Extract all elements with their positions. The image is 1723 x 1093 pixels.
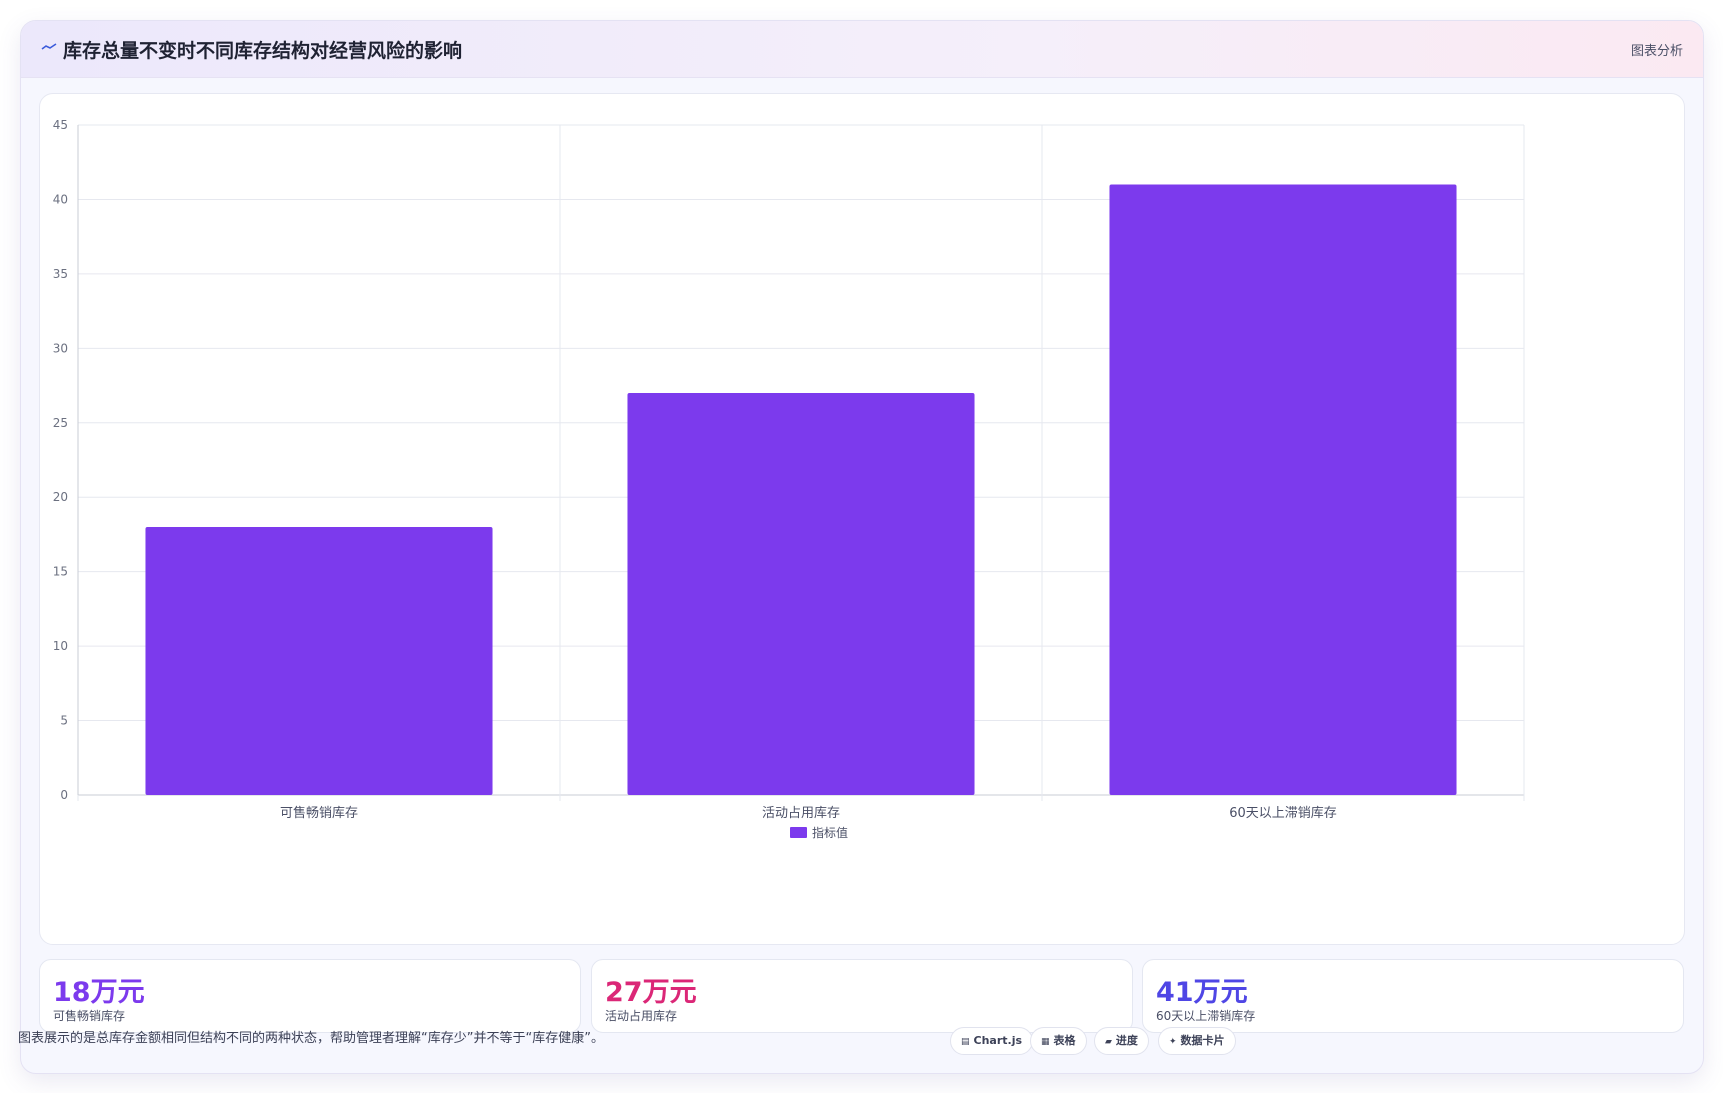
y-tick-label: 20: [53, 490, 68, 504]
stat-cards: 18万元 可售畅销库存 27万元 活动占用库存 41万元 60天以上滞销库存: [39, 959, 1684, 1033]
x-tick-label: 可售畅销库存: [280, 805, 358, 821]
card-header: 库存总量不变时不同库存结构对经营风险的影响 图表分析: [21, 21, 1703, 78]
stat-label: 活动占用库存: [605, 1009, 678, 1023]
tag-chartjs[interactable]: ▤ Chart.js: [950, 1027, 1034, 1055]
tag-table[interactable]: ▦ 表格: [1030, 1027, 1087, 1055]
y-tick-label: 30: [53, 341, 68, 355]
y-tick-label: 5: [60, 714, 68, 728]
legend-label: 指标值: [812, 825, 848, 840]
y-tick-label: 45: [53, 118, 68, 132]
stat-card-sellable: 18万元 可售畅销库存: [39, 959, 581, 1033]
stat-card-slow-moving: 41万元 60天以上滞销库存: [1142, 959, 1684, 1033]
table-icon: ▦: [1041, 1037, 1050, 1047]
chart-panel: 0 5 10 15 20 25 30 35 40 45 可售畅销库存 活动占用库存 60天以上滞销库存指…: [39, 93, 1685, 945]
y-tick-label: 0: [60, 788, 68, 802]
x-tick-label: 60天以上滞销库存: [1229, 805, 1337, 821]
chart-analysis-link[interactable]: 图表分析: [1630, 44, 1683, 59]
bar-chart: 0 5 10 15 20 25 30 35 40 45 可售畅销库存 活动占用库存 60天以上滞销库存指…: [53, 118, 1525, 840]
chart-icon: ▤: [961, 1037, 970, 1047]
stat-label: 可售畅销库存: [53, 1009, 126, 1023]
tag-progress[interactable]: ▰ 进度: [1094, 1027, 1149, 1055]
trend-line-icon: [41, 43, 57, 50]
bar: [627, 393, 975, 795]
stat-label: 60天以上滞销库存: [1156, 1009, 1256, 1023]
chart-footnote: 图表展示的是总库存金额相同但结构不同的两种状态，帮助管理者理解“库存少”并不等于…: [18, 1031, 604, 1046]
tag-data-card[interactable]: ✦ 数据卡片: [1158, 1027, 1236, 1055]
chart-card: 库存总量不变时不同库存结构对经营风险的影响 图表分析 0 5 10 15 20 25 30 3…: [20, 20, 1704, 1074]
y-tick-label: 35: [53, 267, 68, 281]
tag-label: 表格: [1053, 1034, 1076, 1047]
tag-label: 进度: [1115, 1034, 1138, 1047]
legend-swatch: [790, 827, 807, 838]
card-icon: ✦: [1169, 1037, 1177, 1047]
stat-value: 27万元: [605, 977, 697, 1008]
stat-card-promotion: 27万元 活动占用库存: [591, 959, 1133, 1033]
tag-label: 数据卡片: [1180, 1034, 1225, 1047]
y-tick-label: 10: [53, 639, 68, 653]
progress-icon: ▰: [1105, 1037, 1112, 1047]
bar: [1109, 184, 1457, 796]
page-title: 库存总量不变时不同库存结构对经营风险的影响: [63, 40, 463, 62]
y-tick-label: 15: [53, 565, 68, 579]
bar: [145, 527, 493, 795]
y-tick-label: 25: [53, 416, 68, 430]
stat-value: 41万元: [1156, 977, 1248, 1008]
y-tick-label: 40: [53, 192, 68, 206]
x-tick-label: 活动占用库存: [762, 805, 840, 821]
tag-label: Chart.js: [973, 1034, 1023, 1047]
stat-value: 18万元: [53, 977, 145, 1008]
